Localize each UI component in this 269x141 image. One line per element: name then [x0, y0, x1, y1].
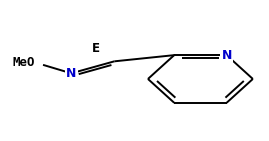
Text: N: N [221, 49, 232, 62]
Text: N: N [66, 67, 76, 80]
Text: E: E [91, 42, 100, 56]
Text: MeO: MeO [13, 56, 36, 69]
